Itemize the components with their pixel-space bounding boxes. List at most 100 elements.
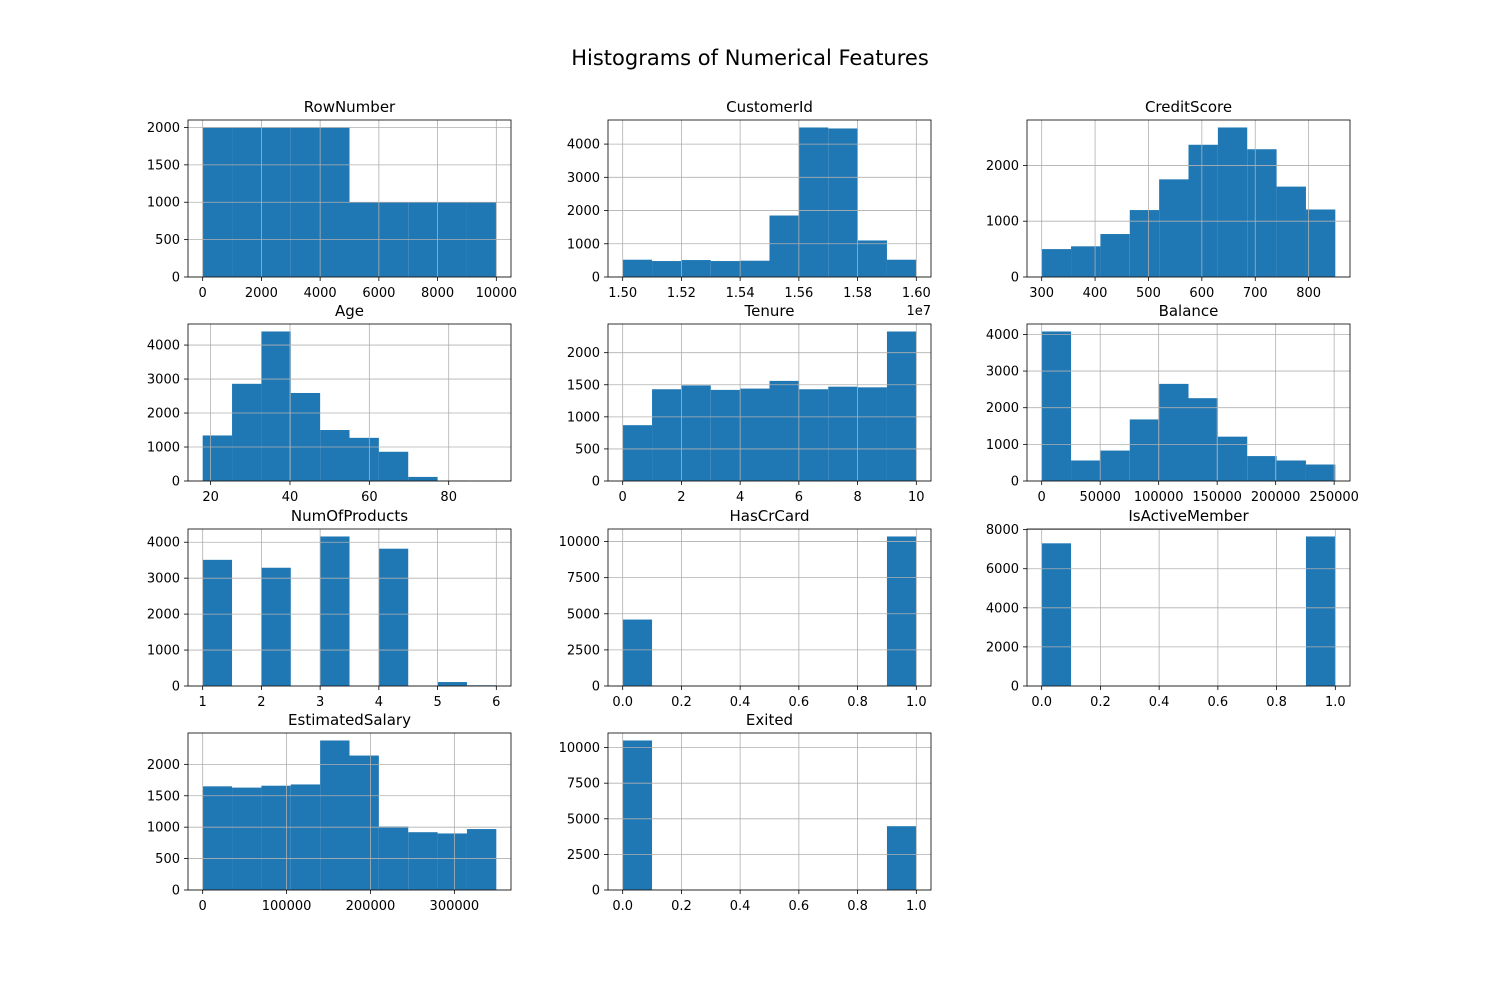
subplot-title: Age <box>335 302 364 320</box>
x-tick-label: 0.2 <box>671 899 692 914</box>
y-tick-label: 10000 <box>559 535 600 550</box>
axes-frame <box>607 528 932 687</box>
histogram-bar <box>202 435 233 481</box>
subplot-title: Balance <box>1159 302 1219 320</box>
histogram-bar <box>857 240 887 277</box>
x-tick-label: 2000 <box>245 286 278 301</box>
histogram-bar <box>378 548 409 686</box>
x-tick-label: 0.0 <box>612 899 633 914</box>
subplot-title: RowNumber <box>304 98 396 116</box>
histogram-bar <box>437 833 467 890</box>
y-tick-label: 4000 <box>147 536 180 551</box>
histogram-tenure: 0 2 4 6 8 10 0 500 1000 1500 2000 Tenure <box>567 302 932 505</box>
histogram-estimatedsalary: 0 100000 200000 300000 0 500 1000 1500 2000 Estim… <box>147 711 512 914</box>
y-tick-label: 3000 <box>147 572 180 587</box>
x-tick-label: 1.0 <box>906 899 927 914</box>
y-tick-label: 0 <box>1011 271 1019 286</box>
y-tick-label: 2000 <box>147 608 180 623</box>
subplot-title: IsActiveMember <box>1128 507 1249 525</box>
histogram-bar <box>1041 249 1072 277</box>
histogram-bar <box>769 380 799 481</box>
x-tick-label: 50000 <box>1079 490 1120 505</box>
histogram-bar <box>349 755 379 890</box>
y-tick-label: 4000 <box>567 138 600 153</box>
y-tick-label: 3000 <box>147 373 180 388</box>
histogram-rownumber: 0 2000 4000 6000 8000 10000 0 500 1000 1500 2000 Ro… <box>147 98 517 301</box>
histogram-bar <box>1276 460 1306 481</box>
histogram-bar <box>886 536 917 686</box>
histogram-bar <box>1217 127 1248 277</box>
y-tick-label: 1000 <box>567 237 600 252</box>
subplot-title: Tenure <box>744 302 795 320</box>
x-tick-label: 300000 <box>430 899 480 914</box>
x-tick-label: 800 <box>1296 286 1321 301</box>
histogram-bar <box>1071 246 1101 277</box>
histogram-creditscore: 300 400 500 600 700 800 0 1000 2000 CreditScore <box>986 98 1351 301</box>
x-offset-label: 1e7 <box>906 304 931 319</box>
histogram-bar <box>232 787 262 890</box>
x-tick-label: 60 <box>361 490 378 505</box>
y-tick-label: 1500 <box>147 158 180 173</box>
histogram-bar <box>886 331 917 481</box>
y-tick-label: 2000 <box>147 407 180 422</box>
histogram-bar <box>1041 331 1072 481</box>
histogram-bar <box>622 425 653 481</box>
histogram-bar <box>1188 398 1218 481</box>
x-tick-label: 0 <box>619 490 627 505</box>
y-tick-label: 3000 <box>986 365 1019 380</box>
histogram-bar <box>232 383 262 481</box>
y-tick-label: 1500 <box>147 789 180 804</box>
y-tick-label: 2500 <box>567 643 600 658</box>
axes-frame <box>607 323 932 482</box>
x-tick-label: 700 <box>1243 286 1268 301</box>
y-tick-label: 500 <box>575 442 600 457</box>
figure-title: Histograms of Numerical Features <box>571 46 929 70</box>
y-tick-label: 0 <box>592 884 600 899</box>
subplot-title: CustomerId <box>726 98 813 116</box>
x-tick-label: 1.54 <box>726 286 755 301</box>
y-tick-label: 1000 <box>147 441 180 456</box>
histogram-bar <box>408 476 438 481</box>
x-tick-label: 1.52 <box>667 286 696 301</box>
histogram-bar <box>1100 234 1130 277</box>
x-tick-label: 300 <box>1029 286 1054 301</box>
x-tick-label: 0.6 <box>789 899 810 914</box>
x-tick-label: 2 <box>677 490 685 505</box>
y-tick-label: 0 <box>172 271 180 286</box>
x-tick-label: 250000 <box>1309 490 1359 505</box>
histogram-bar <box>320 740 350 890</box>
axes-frame <box>187 323 512 482</box>
x-tick-label: 0.0 <box>1031 695 1052 710</box>
histogram-bar <box>261 785 291 890</box>
histogram-bar <box>466 829 497 890</box>
subplot-title: CreditScore <box>1145 98 1232 116</box>
y-tick-label: 2000 <box>567 346 600 361</box>
x-tick-label: 0.0 <box>612 695 633 710</box>
histogram-bar <box>290 392 321 481</box>
histogram-hascrcard: 0.0 0.2 0.4 0.6 0.8 1.0 0 2500 5000 7500 10000 HasC… <box>559 507 932 710</box>
y-tick-label: 10000 <box>559 741 600 756</box>
axes-frame <box>1026 119 1351 278</box>
y-tick-label: 0 <box>592 680 600 695</box>
histogram-bar <box>769 215 799 277</box>
histogram-bar <box>261 331 291 481</box>
histogram-bar <box>378 451 409 481</box>
y-tick-label: 4000 <box>147 339 180 354</box>
y-tick-label: 8000 <box>986 523 1019 538</box>
histogram-bar <box>290 784 321 890</box>
y-tick-label: 1000 <box>567 410 600 425</box>
x-tick-label: 0.2 <box>1090 695 1111 710</box>
subplot-title: EstimatedSalary <box>288 711 411 729</box>
histogram-bar <box>1247 149 1277 277</box>
x-tick-label: 0 <box>199 899 207 914</box>
histogram-bar <box>349 437 379 481</box>
histogram-bar <box>408 832 438 890</box>
y-tick-label: 2500 <box>567 848 600 863</box>
histogram-bar <box>1305 464 1336 481</box>
axes-frame <box>187 732 512 891</box>
histogram-bar <box>652 261 682 277</box>
histogram-bar <box>886 259 917 277</box>
x-tick-label: 0.8 <box>1266 695 1287 710</box>
histogram-numofproducts: 1 2 3 4 5 6 0 1000 2000 3000 4000 NumOfProducts <box>147 507 512 710</box>
y-tick-label: 2000 <box>986 401 1019 416</box>
